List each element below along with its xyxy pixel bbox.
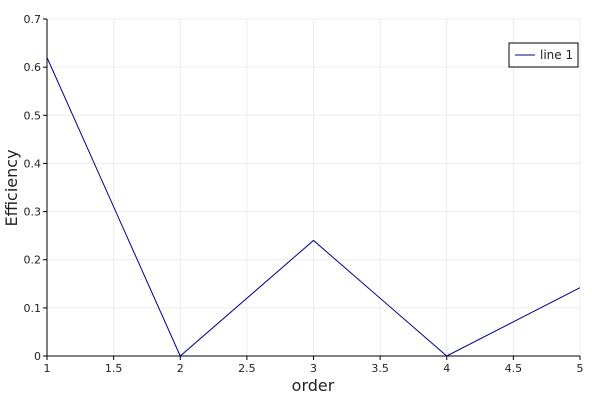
grid-lines (47, 19, 580, 356)
y-tick-label: 0.5 (24, 109, 42, 122)
x-tick-label: 3 (310, 362, 317, 375)
y-axis-ticks: 0 0.1 0.2 0.3 0.4 0.5 0.6 0.7 (24, 13, 48, 363)
x-tick-label: 1 (44, 362, 51, 375)
y-tick-label: 0.1 (24, 302, 42, 315)
x-axis-ticks: 1 1.5 2 2.5 3 3.5 4 4.5 5 (44, 356, 584, 375)
x-axis-label: order (292, 376, 335, 395)
x-tick-label: 3.5 (371, 362, 389, 375)
y-tick-label: 0.2 (24, 254, 42, 267)
x-tick-label: 2.5 (238, 362, 256, 375)
x-tick-label: 2 (177, 362, 184, 375)
y-axis-label: Efficiency (2, 149, 21, 226)
x-tick-label: 4 (443, 362, 450, 375)
x-tick-label: 1.5 (105, 362, 123, 375)
legend-entry-line-1: line 1 (540, 48, 573, 62)
y-tick-label: 0.3 (24, 206, 42, 219)
y-tick-label: 0 (34, 350, 41, 363)
x-tick-label: 5 (577, 362, 584, 375)
y-tick-label: 0.7 (24, 13, 42, 26)
y-tick-label: 0.6 (24, 61, 42, 74)
y-tick-label: 0.4 (24, 157, 42, 170)
legend: line 1 (509, 43, 578, 67)
x-tick-label: 4.5 (505, 362, 523, 375)
